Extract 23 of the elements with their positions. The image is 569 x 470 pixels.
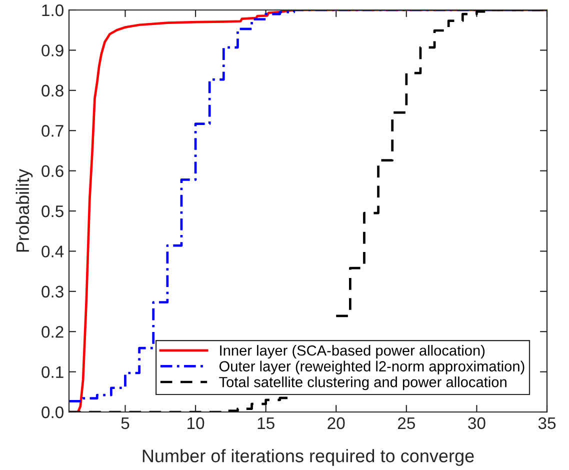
legend-label: Total satellite clustering and power allocation: [219, 376, 506, 390]
y-tick-label: 0.2: [42, 326, 64, 338]
x-tick-label: 20: [328, 417, 345, 430]
y-axis-title: Probability: [16, 168, 33, 252]
y-tick-label: 0.1: [42, 366, 64, 378]
x-tick-label: 5: [121, 417, 130, 430]
y-tick-label: 0.0: [42, 406, 64, 418]
y-tick-label: 0.6: [42, 165, 64, 178]
y-tick-label: 0.9: [42, 44, 64, 56]
legend-label: Outer layer (reweighted l2-norm approximation): [219, 360, 524, 374]
x-tick-label: 15: [258, 417, 274, 430]
y-tick-label: 0.3: [42, 286, 64, 298]
x-axis-title: Number of iterations required to converge: [142, 449, 474, 466]
y-tick-label: 0.8: [42, 84, 64, 97]
legend-label: Inner layer (SCA-based power allocation): [220, 344, 485, 359]
y-tick-label: 0.5: [42, 205, 64, 218]
x-tick-label: 35: [538, 417, 556, 430]
y-tick-label: 0.4: [42, 246, 64, 258]
x-tick-label: 30: [468, 417, 486, 430]
x-tick-label: 25: [398, 417, 415, 430]
x-tick-label: 10: [188, 417, 204, 430]
y-tick-label: 1.0: [42, 4, 64, 16]
y-tick-label: 0.7: [42, 125, 64, 137]
